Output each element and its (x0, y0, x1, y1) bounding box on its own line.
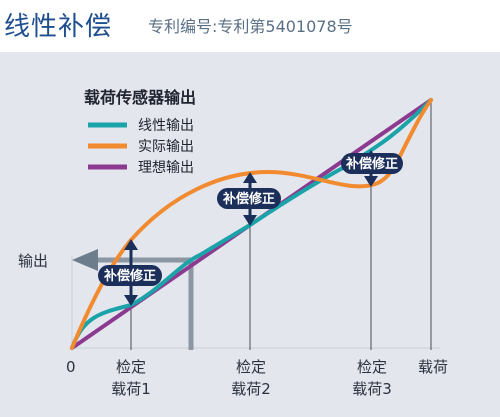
compensation-badge-3: 补偿修正 (341, 153, 403, 174)
origin-label: 0 (66, 358, 76, 376)
x-label-3-line2: 载荷3 (352, 380, 392, 398)
x-label-3-line1: 检定 (357, 358, 387, 376)
page-title: 线性补偿 (4, 12, 113, 42)
x-label-2-line2: 载荷2 (231, 380, 271, 398)
x-label-1-line2: 载荷1 (111, 380, 151, 398)
x-label-2-line1: 检定 (236, 358, 266, 376)
x-label-1-line1: 检定 (116, 358, 146, 376)
legend-label-actual: 实际输出 (138, 139, 194, 155)
legend-label-linear: 线性输出 (138, 118, 194, 134)
y-axis-label: 输出 (18, 252, 48, 270)
header: 线性补偿 专利编号:专利第5401078号 (0, 0, 500, 50)
compensation-badge-2: 补偿修正 (217, 188, 281, 209)
output-arrow-icon (72, 249, 98, 271)
badge-label-1: 补偿修正 (103, 268, 156, 284)
badge-label-2: 补偿修正 (222, 191, 275, 207)
badge-label-3: 补偿修正 (345, 156, 398, 172)
x-label-load: 载荷 (418, 358, 448, 376)
patent-number: 专利编号:专利第5401078号 (148, 17, 353, 36)
legend-label-ideal: 理想输出 (138, 160, 194, 176)
legend-title: 载荷传感器输出 (84, 88, 196, 107)
compensation-badge-1: 补偿修正 (98, 265, 162, 286)
